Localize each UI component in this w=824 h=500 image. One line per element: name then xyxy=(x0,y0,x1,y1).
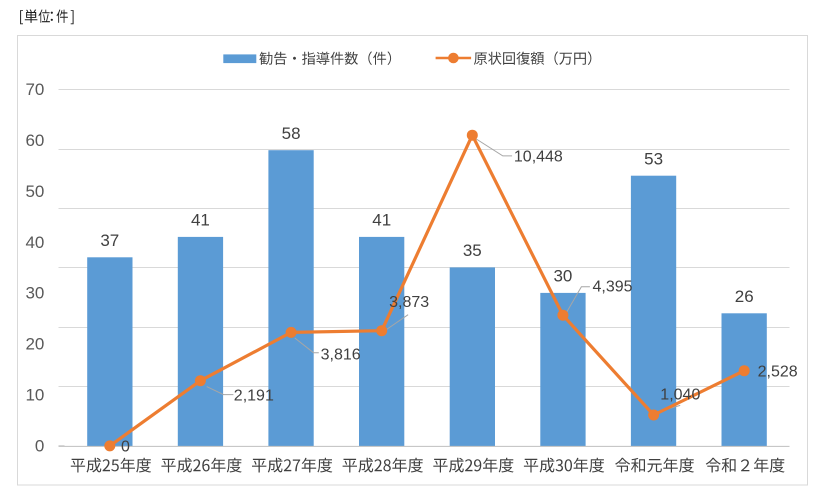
svg-text:26: 26 xyxy=(735,287,754,306)
svg-text:53: 53 xyxy=(644,149,663,168)
svg-text:10,448: 10,448 xyxy=(514,149,563,166)
svg-text:70: 70 xyxy=(25,80,44,99)
svg-text:50: 50 xyxy=(25,182,44,201)
svg-text:60: 60 xyxy=(25,131,44,150)
svg-text:4,395: 4,395 xyxy=(593,279,633,296)
svg-text:3,816: 3,816 xyxy=(321,347,361,364)
svg-text:41: 41 xyxy=(372,211,391,230)
svg-text:35: 35 xyxy=(463,241,482,260)
svg-text:2,528: 2,528 xyxy=(758,364,798,381)
svg-text:0: 0 xyxy=(121,439,130,456)
svg-text:30: 30 xyxy=(553,267,572,286)
svg-text:3,873: 3,873 xyxy=(389,294,429,311)
svg-text:20: 20 xyxy=(25,335,44,354)
svg-text:30: 30 xyxy=(25,284,44,303)
svg-text:37: 37 xyxy=(100,231,119,250)
svg-text:0: 0 xyxy=(35,437,44,456)
svg-text:1,040: 1,040 xyxy=(660,387,700,404)
svg-text:10: 10 xyxy=(25,386,44,405)
svg-text:2,191: 2,191 xyxy=(234,387,274,404)
svg-text:41: 41 xyxy=(191,211,210,230)
svg-text:40: 40 xyxy=(25,233,44,252)
svg-text:58: 58 xyxy=(282,124,301,143)
